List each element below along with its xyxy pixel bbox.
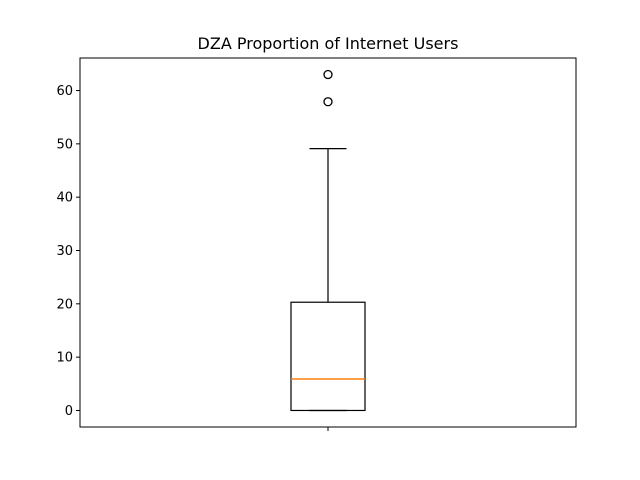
y-tick-label: 0: [65, 404, 73, 419]
outlier-point: [323, 97, 333, 107]
y-tick-label: 40: [56, 191, 73, 206]
y-tick-label: 50: [56, 137, 73, 152]
plot-area: [290, 69, 366, 412]
plot-frame: [79, 57, 577, 428]
y-axis: 0 10 20 30 40 50 60: [56, 84, 80, 419]
chart-title: DZA Proportion of Internet Users: [198, 34, 459, 53]
y-tick-label: 10: [56, 351, 73, 366]
outlier-point: [323, 69, 333, 80]
box: [290, 301, 366, 412]
y-tick-label: 20: [56, 297, 73, 312]
y-tick-label: 60: [56, 84, 73, 99]
y-tick-label: 30: [56, 244, 73, 259]
